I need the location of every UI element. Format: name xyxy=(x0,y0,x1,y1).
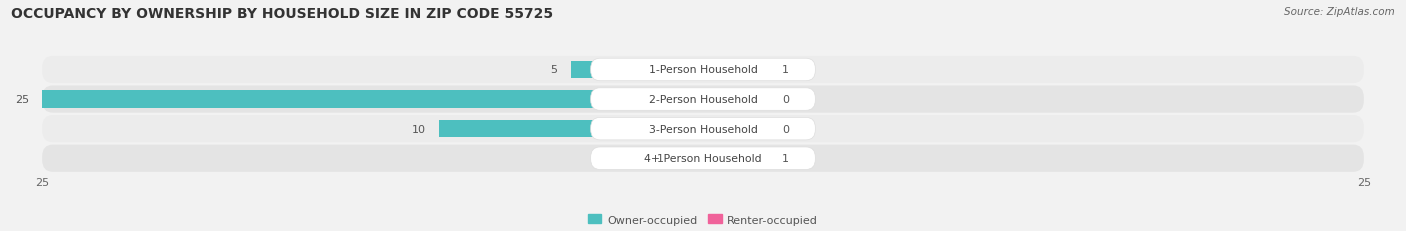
Bar xyxy=(42,91,703,108)
FancyBboxPatch shape xyxy=(591,88,815,111)
Text: 1: 1 xyxy=(657,154,664,164)
FancyBboxPatch shape xyxy=(42,86,1364,113)
Text: 5: 5 xyxy=(551,65,558,75)
Text: 4+ Person Household: 4+ Person Household xyxy=(644,154,762,164)
Bar xyxy=(439,121,703,138)
Bar xyxy=(703,150,769,167)
Bar xyxy=(703,91,769,108)
FancyBboxPatch shape xyxy=(42,145,1364,172)
Bar xyxy=(676,150,703,167)
FancyBboxPatch shape xyxy=(42,116,1364,143)
FancyBboxPatch shape xyxy=(591,118,815,140)
Bar xyxy=(703,121,769,138)
Text: 1-Person Household: 1-Person Household xyxy=(648,65,758,75)
Text: 10: 10 xyxy=(412,124,426,134)
Bar xyxy=(571,62,703,79)
Bar xyxy=(703,62,769,79)
Text: 1: 1 xyxy=(782,65,789,75)
Text: 0: 0 xyxy=(782,95,789,105)
Text: 3-Person Household: 3-Person Household xyxy=(648,124,758,134)
FancyBboxPatch shape xyxy=(591,59,815,81)
Text: 0: 0 xyxy=(782,124,789,134)
FancyBboxPatch shape xyxy=(591,147,815,170)
Text: 2-Person Household: 2-Person Household xyxy=(648,95,758,105)
FancyBboxPatch shape xyxy=(42,57,1364,84)
Text: 1: 1 xyxy=(782,154,789,164)
Text: OCCUPANCY BY OWNERSHIP BY HOUSEHOLD SIZE IN ZIP CODE 55725: OCCUPANCY BY OWNERSHIP BY HOUSEHOLD SIZE… xyxy=(11,7,554,21)
Text: Source: ZipAtlas.com: Source: ZipAtlas.com xyxy=(1284,7,1395,17)
Legend: Owner-occupied, Renter-occupied: Owner-occupied, Renter-occupied xyxy=(583,210,823,229)
Text: 25: 25 xyxy=(15,95,30,105)
